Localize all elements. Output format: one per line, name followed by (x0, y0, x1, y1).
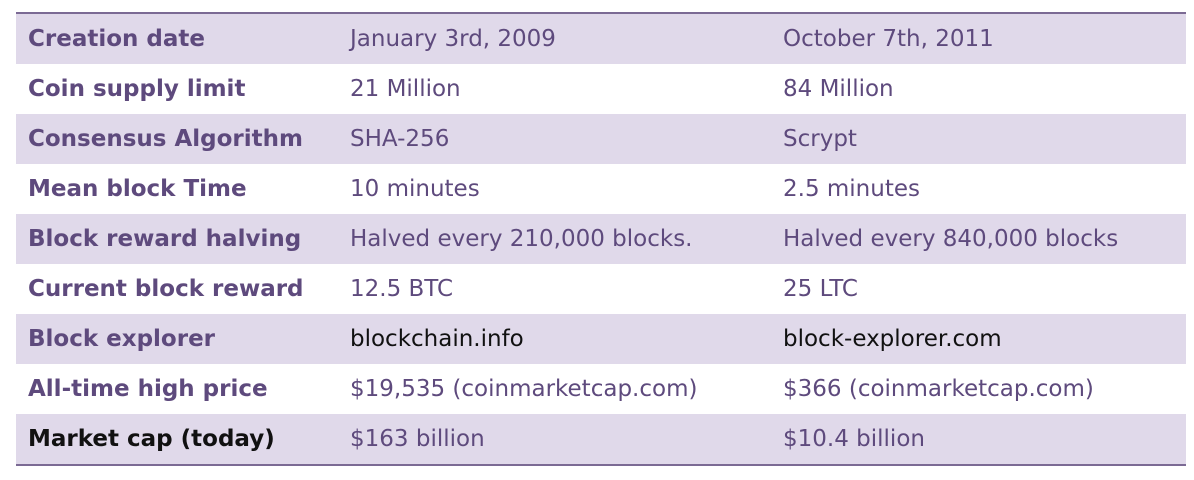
table-row-current-block-reward: Current block reward 12.5 BTC 25 LTC (16, 264, 1186, 314)
litecoin-value: $10.4 billion (783, 426, 925, 452)
row-label: Block reward halving (28, 226, 302, 252)
litecoin-value: $366 (coinmarketcap.com) (783, 376, 1094, 402)
litecoin-value: 2.5 minutes (783, 176, 920, 202)
litecoin-value: 25 LTC (783, 276, 858, 302)
table-row-coin-supply-limit: Coin supply limit 21 Million 84 Million (16, 64, 1186, 114)
table-row-consensus-algorithm: Consensus Algorithm SHA-256 Scrypt (16, 114, 1186, 164)
row-label: Market cap (today) (28, 426, 275, 452)
comparison-table-grid: Creation date January 3rd, 2009 October … (16, 14, 1186, 464)
row-label: Coin supply limit (28, 76, 246, 102)
litecoin-value: 84 Million (783, 76, 894, 102)
bitcoin-value: January 3rd, 2009 (350, 26, 556, 52)
row-label: All-time high price (28, 376, 268, 402)
litecoin-explorer-link[interactable]: block-explorer.com (783, 326, 1002, 352)
litecoin-value: Halved every 840,000 blocks (783, 226, 1119, 252)
row-label: Block explorer (28, 326, 216, 352)
bitcoin-value: 12.5 BTC (350, 276, 454, 302)
bitcoin-value: 21 Million (350, 76, 461, 102)
bitcoin-value: Halved every 210,000 blocks. (350, 226, 693, 252)
table-row-block-reward-halving: Block reward halving Halved every 210,00… (16, 214, 1186, 264)
litecoin-value: October 7th, 2011 (783, 26, 994, 52)
row-label: Consensus Algorithm (28, 126, 303, 152)
table-row-market-cap: Market cap (today) $163 billion $10.4 bi… (16, 414, 1186, 464)
bitcoin-value: $19,535 (coinmarketcap.com) (350, 376, 698, 402)
table-row-mean-block-time: Mean block Time 10 minutes 2.5 minutes (16, 164, 1186, 214)
comparison-table: Creation date January 3rd, 2009 October … (16, 12, 1186, 466)
bitcoin-value: 10 minutes (350, 176, 480, 202)
table-row-all-time-high-price: All-time high price $19,535 (coinmarketc… (16, 364, 1186, 414)
bitcoin-value: SHA-256 (350, 126, 450, 152)
row-label: Mean block Time (28, 176, 247, 202)
bitcoin-value: $163 billion (350, 426, 485, 452)
table-row-block-explorer: Block explorer blockchain.info block-exp… (16, 314, 1186, 364)
row-label: Creation date (28, 26, 205, 52)
bitcoin-explorer-link[interactable]: blockchain.info (350, 326, 524, 352)
litecoin-value: Scrypt (783, 126, 857, 152)
table-row-creation-date: Creation date January 3rd, 2009 October … (16, 14, 1186, 64)
row-label: Current block reward (28, 276, 304, 302)
